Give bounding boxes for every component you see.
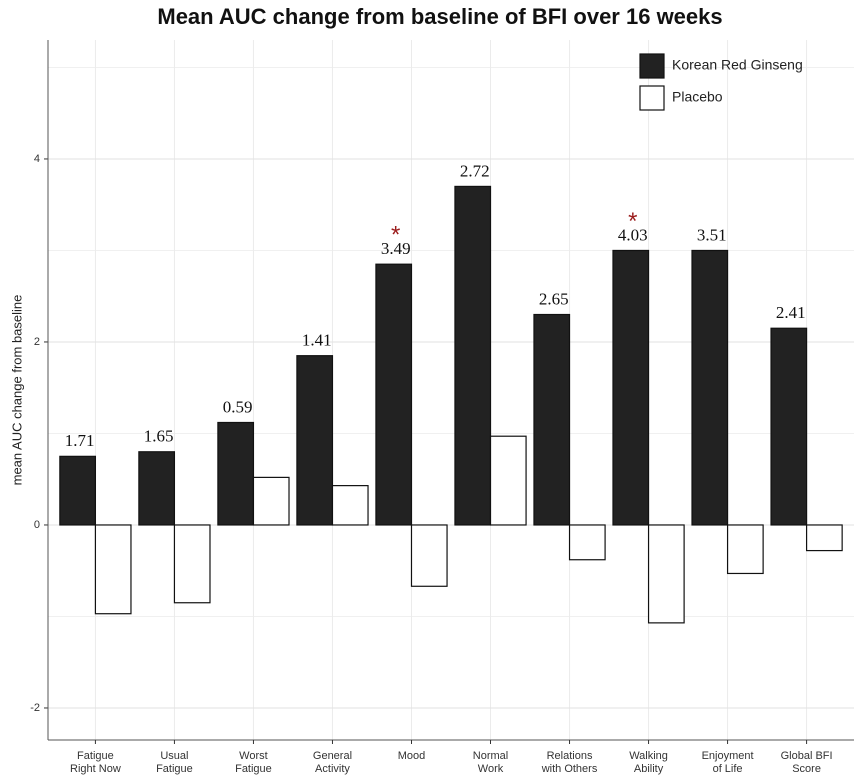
- y-tick-label: 4: [34, 153, 40, 165]
- x-tick-label: Walking: [629, 750, 668, 762]
- x-tick-label: Relations: [547, 750, 593, 762]
- bar-annotation: 3.51: [697, 225, 727, 244]
- legend-label: Korean Red Ginseng: [672, 57, 803, 73]
- legend-swatch: [639, 53, 665, 79]
- bar: [94, 524, 132, 615]
- x-tick-label: General: [313, 750, 352, 762]
- x-tick-label: Normal: [473, 750, 508, 762]
- bar: [217, 421, 255, 526]
- x-tick-label: Global BFI: [781, 750, 833, 762]
- bar-annotation: 1.71: [65, 431, 95, 450]
- bar: [568, 524, 606, 561]
- bar: [489, 435, 527, 526]
- bar: [331, 485, 369, 526]
- bar-annotation: 1.65: [144, 427, 174, 446]
- x-tick-label: Fatigue: [235, 763, 272, 775]
- bar: [805, 524, 843, 552]
- x-tick-label: Fatigue: [77, 750, 114, 762]
- x-tick-label: Usual: [160, 750, 188, 762]
- significance-marker: *: [628, 208, 637, 235]
- y-tick-label: 0: [34, 519, 40, 531]
- x-tick-label: Mood: [398, 750, 426, 762]
- x-tick-label: Enjoyment: [702, 750, 754, 762]
- x-tick-label: with Others: [541, 763, 598, 775]
- x-tick-label: Score: [792, 763, 821, 775]
- chart-title: Mean AUC change from baseline of BFI ove…: [157, 4, 722, 29]
- bar: [691, 249, 729, 526]
- bar: [59, 455, 97, 526]
- y-tick-label: 2: [34, 336, 40, 348]
- bar: [770, 327, 808, 526]
- bar: [173, 524, 211, 604]
- bar: [296, 355, 334, 526]
- legend-swatch: [639, 85, 665, 111]
- x-tick-label: Ability: [634, 763, 664, 775]
- bar-annotation: 2.65: [539, 289, 569, 308]
- bar-annotation: 0.59: [223, 397, 253, 416]
- bar: [454, 185, 492, 526]
- bar-annotation: 3.49: [381, 239, 411, 258]
- y-tick-label: -2: [30, 702, 40, 714]
- y-axis-label: mean AUC change from baseline: [9, 295, 24, 486]
- x-tick-label: Worst: [239, 750, 268, 762]
- x-tick-label: Fatigue: [156, 763, 193, 775]
- bar: [252, 476, 290, 526]
- bar: [647, 524, 685, 624]
- x-tick-label: of Life: [713, 763, 743, 775]
- significance-marker: *: [391, 222, 400, 249]
- x-tick-label: Right Now: [70, 763, 121, 775]
- bar: [612, 249, 650, 526]
- legend-label: Placebo: [672, 89, 723, 105]
- bar-annotation: 1.41: [302, 331, 332, 350]
- bar: [410, 524, 448, 587]
- bar-annotation: 2.41: [776, 303, 806, 322]
- bar: [533, 313, 571, 526]
- bar: [375, 263, 413, 526]
- bar-annotation: 2.72: [460, 161, 490, 180]
- bar: [138, 451, 176, 526]
- x-tick-label: Activity: [315, 763, 350, 775]
- bar-annotation: 4.03: [618, 225, 648, 244]
- x-tick-label: Work: [478, 763, 504, 775]
- bar: [726, 524, 764, 575]
